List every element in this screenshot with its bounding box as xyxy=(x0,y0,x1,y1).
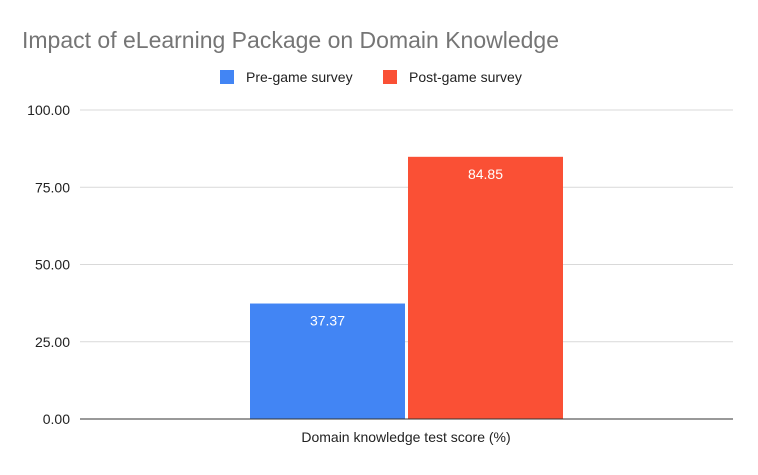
data-label-post-game-survey: 84.85 xyxy=(468,166,503,182)
legend-swatch-post-game xyxy=(383,70,397,84)
y-tick-label: 100.00 xyxy=(27,102,70,118)
bar-pre-game-survey xyxy=(250,303,405,419)
y-tick-label: 0.00 xyxy=(43,411,70,427)
y-axis-ticks: 0.00 25.00 50.00 75.00 100.00 xyxy=(27,102,70,427)
chart-title: Impact of eLearning Package on Domain Kn… xyxy=(22,27,559,53)
y-tick-label: 25.00 xyxy=(35,334,70,350)
data-label-pre-game-survey: 37.37 xyxy=(310,313,345,329)
data-labels: 37.37 84.85 xyxy=(310,166,503,329)
legend-swatch-pre-game xyxy=(220,70,234,84)
y-tick-label: 50.00 xyxy=(35,257,70,273)
bars xyxy=(250,156,563,419)
bar-post-game-survey xyxy=(408,156,563,419)
gridlines xyxy=(80,109,733,343)
legend-label-pre-game: Pre-game survey xyxy=(246,69,353,85)
legend: Pre-game survey Post-game survey xyxy=(220,69,522,85)
legend-label-post-game: Post-game survey xyxy=(409,69,522,85)
y-tick-label: 75.00 xyxy=(35,179,70,195)
x-category-label: Domain knowledge test score (%) xyxy=(301,429,510,445)
